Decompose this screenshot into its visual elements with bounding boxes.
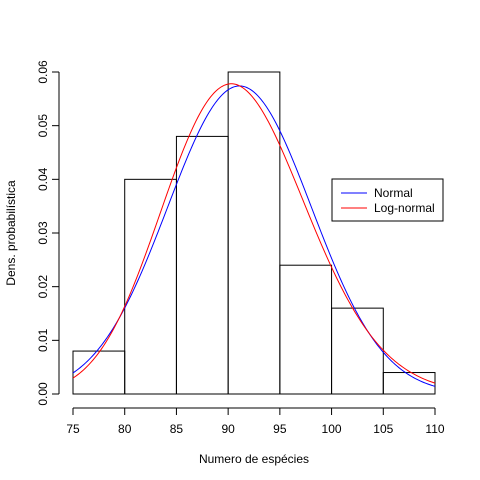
x-tick-label: 80 xyxy=(118,422,132,436)
histogram-bar xyxy=(124,178,177,395)
histogram-bar xyxy=(175,135,229,395)
x-axis-title: Numero de espécies xyxy=(199,452,309,466)
histogram-bar xyxy=(382,372,436,395)
x-axis: 75 80 85 90 95 100 105 110 xyxy=(66,407,445,436)
legend-label-log-normal: Log-normal xyxy=(374,201,435,215)
histogram-bar xyxy=(227,71,281,395)
histogram-bars xyxy=(72,71,436,395)
x-tick-label: 110 xyxy=(425,422,444,436)
legend: Normal Log-normal xyxy=(331,178,444,222)
histogram-bar xyxy=(331,307,384,395)
x-tick-label: 95 xyxy=(273,422,287,436)
legend-box xyxy=(331,178,444,222)
density-curve-log-normal xyxy=(72,83,436,384)
density-curve-normal xyxy=(72,85,436,387)
density-curves xyxy=(72,83,436,387)
x-tick-label: 85 xyxy=(170,422,184,436)
y-tick-label: 0.05 xyxy=(36,114,50,138)
histogram-bar xyxy=(279,264,333,395)
legend-label-normal: Normal xyxy=(374,186,413,200)
x-tick-label: 90 xyxy=(221,422,235,436)
x-tick-label: 75 xyxy=(66,422,80,436)
y-axis-title: Dens. probabilística xyxy=(4,180,18,286)
y-tick-label: 0.03 xyxy=(36,221,50,245)
x-tick-label: 100 xyxy=(322,422,342,436)
y-tick-label: 0.02 xyxy=(36,275,50,299)
y-tick-label: 0.04 xyxy=(36,167,50,191)
y-axis: 0.00 0.01 0.02 0.03 0.04 0.05 0.06 xyxy=(36,60,60,406)
x-tick-label: 105 xyxy=(373,422,393,436)
y-tick-label: 0.00 xyxy=(36,382,50,406)
y-tick-label: 0.01 xyxy=(36,328,50,352)
y-tick-label: 0.06 xyxy=(36,60,50,84)
